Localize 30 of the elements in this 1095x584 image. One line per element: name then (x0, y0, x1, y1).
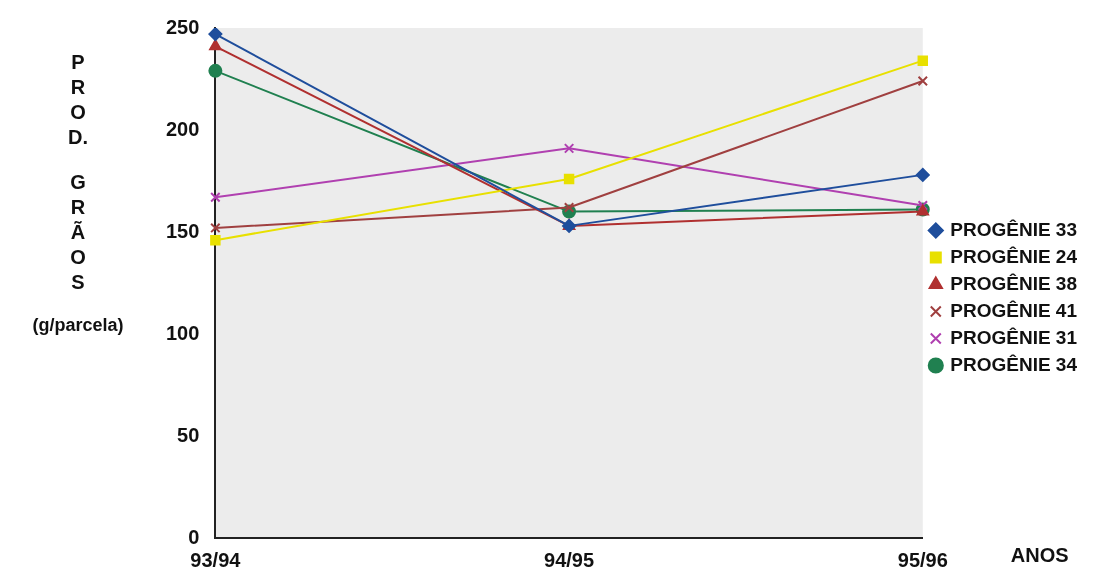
point (917, 75, 929, 87)
legend-label: PROGÊNIE 38 (950, 272, 1078, 294)
legend-label: PROGÊNIE 33 (950, 218, 1078, 240)
x-tick-label: 94/95 (544, 548, 595, 571)
legend-label: PROGÊNIE 41 (950, 299, 1078, 321)
y-tick-label: 0 (188, 525, 200, 548)
y-tick-label: 250 (165, 15, 200, 38)
point (917, 200, 929, 211)
point (210, 234, 221, 246)
point (209, 39, 222, 51)
point (210, 222, 221, 234)
x-tick-label: 93/94 (190, 548, 242, 571)
x-axis-title: ANOS (1010, 543, 1069, 566)
x-tick-label: 95/96 (897, 548, 948, 571)
point (915, 167, 930, 182)
y-tick-label: 50 (177, 423, 200, 446)
legend-label: PROGÊNIE 24 (950, 245, 1078, 267)
legend-label: PROGÊNIE 31 (950, 326, 1078, 348)
y-tick-label: 200 (165, 117, 200, 140)
text: PROD. GRÃOS (g/parcela) (32, 51, 124, 335)
point (563, 143, 575, 154)
y-tick-label: 100 (165, 321, 200, 344)
point (917, 55, 929, 66)
y-tick-label: 150 (165, 219, 200, 242)
point (563, 173, 575, 185)
point (208, 28, 223, 42)
legend-label: PROGÊNIE 34 (950, 353, 1078, 375)
point (563, 202, 575, 213)
point (208, 63, 223, 78)
point (210, 192, 221, 203)
